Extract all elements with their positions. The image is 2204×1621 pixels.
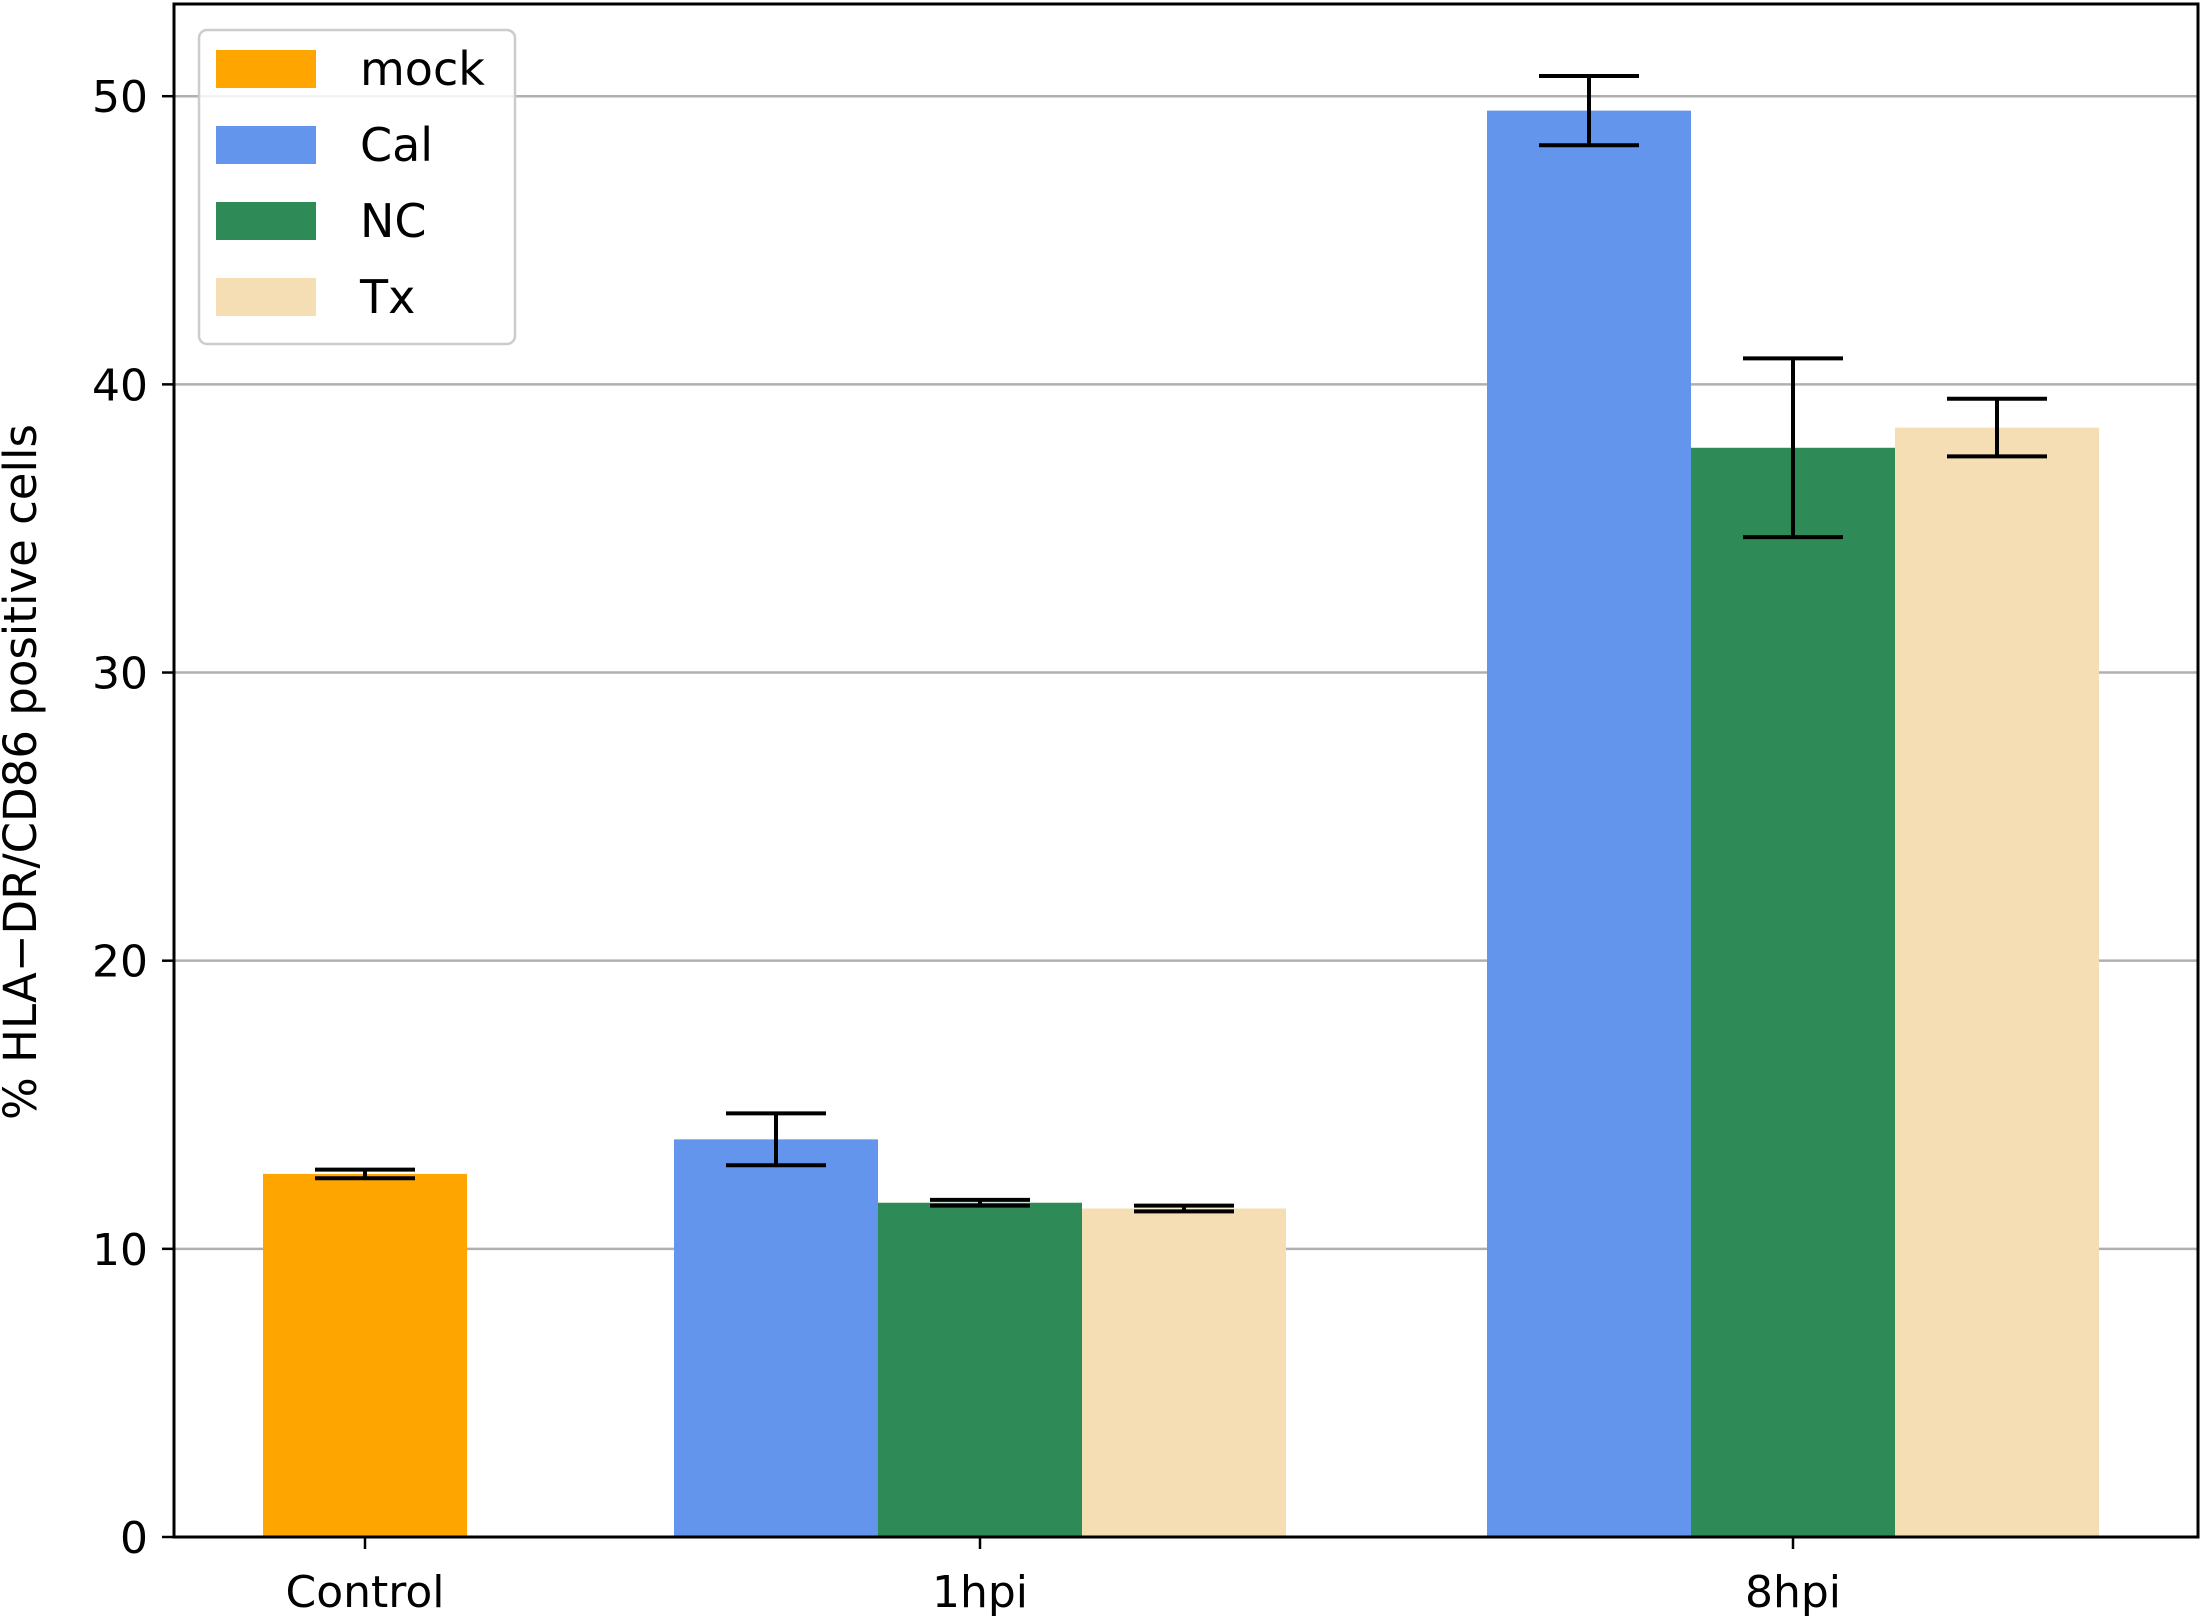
bar-mock-control	[263, 1173, 467, 1537]
legend-swatch-cal	[216, 126, 316, 164]
bars	[263, 110, 2099, 1538]
x-tick-label: 8hpi	[1745, 1567, 1841, 1618]
plot-area-frame	[172, 2, 2200, 1539]
legend-label-cal: Cal	[360, 118, 433, 172]
y-axis: 0 10 20 30 40 50	[92, 72, 174, 1564]
legend-label-nc: NC	[360, 194, 427, 248]
legend-label-tx: Tx	[359, 270, 415, 324]
bar-nc-1hpi	[878, 1202, 1082, 1537]
legend-frame	[197, 28, 517, 346]
bar-nc-8hpi	[1691, 447, 1895, 1537]
y-tick-label: 40	[92, 360, 148, 411]
y-tick-label: 10	[92, 1225, 148, 1276]
error-bars	[315, 74, 2047, 1214]
legend-swatch-mock	[216, 50, 316, 88]
y-axis-label: % HLA−DR/CD86 positive cells	[0, 424, 47, 1120]
x-tick-label: Control	[285, 1567, 444, 1618]
x-axis: Control 1hpi 8hpi	[285, 1537, 1841, 1618]
y-tick-label: 50	[92, 72, 148, 123]
bar-tx-8hpi	[1895, 427, 2099, 1538]
y-tick-label: 0	[120, 1513, 148, 1564]
bar-cal-8hpi	[1487, 110, 1691, 1538]
legend-label-mock: mock	[360, 42, 485, 96]
x-tick-label: 1hpi	[932, 1567, 1028, 1618]
bar-tx-1hpi	[1082, 1208, 1286, 1537]
y-tick-label: 20	[92, 937, 148, 988]
y-tick-label: 30	[92, 649, 148, 700]
legend: mock Cal NC Tx	[197, 28, 517, 346]
legend-swatch-tx	[216, 278, 316, 316]
legend-swatch-nc	[216, 202, 316, 240]
bar-cal-1hpi	[674, 1139, 878, 1537]
